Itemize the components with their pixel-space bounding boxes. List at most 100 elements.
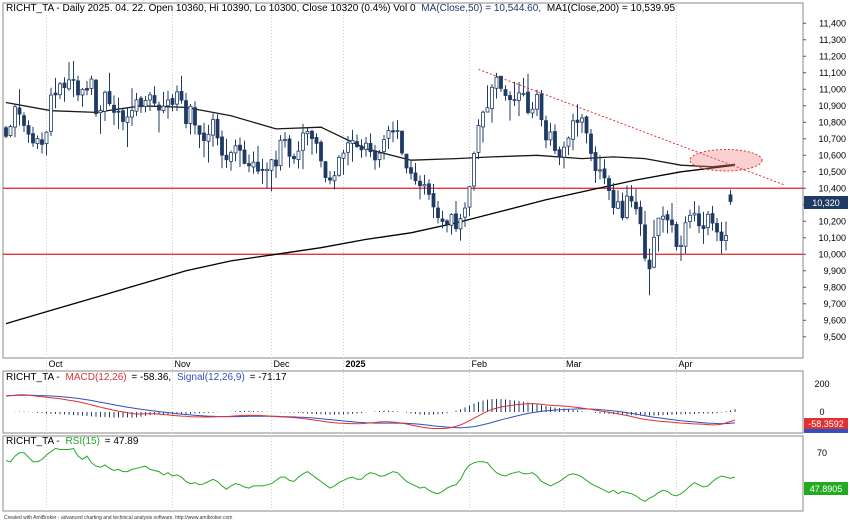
candle-body bbox=[688, 214, 692, 223]
symbol-info: RICHT_TA - Daily 2025. 04. 22. Open 1036… bbox=[6, 3, 416, 14]
candle-body bbox=[503, 89, 508, 96]
y-tick-label: 11,300 bbox=[819, 35, 846, 45]
y-tick-label: 9,500 bbox=[823, 332, 846, 342]
candle-body bbox=[391, 130, 395, 133]
candle-body bbox=[121, 110, 125, 122]
candle-body bbox=[17, 107, 22, 115]
macd-header: RICHT_TA - MACD(12,26) = -58.36, Signal(… bbox=[6, 372, 287, 383]
candle-body bbox=[373, 150, 377, 161]
candle-body bbox=[643, 224, 647, 259]
candle-body bbox=[184, 100, 188, 124]
candle-body bbox=[26, 125, 31, 135]
candle-body bbox=[467, 186, 472, 208]
candle-body bbox=[4, 127, 8, 137]
candle-body bbox=[485, 107, 490, 113]
candle-body bbox=[8, 126, 13, 136]
candle-body bbox=[107, 91, 112, 105]
x-tick-label: Feb bbox=[472, 359, 488, 369]
candle-body bbox=[283, 139, 287, 141]
candle-body bbox=[13, 106, 17, 128]
y-tick-label: 10,400 bbox=[818, 183, 846, 193]
ma50-label: MA(Close,50) = 10,544.60, bbox=[421, 3, 541, 14]
candle-body bbox=[674, 224, 679, 247]
candle-body bbox=[71, 78, 76, 81]
rsi-badge-text: 47.8905 bbox=[810, 484, 843, 494]
rsi-value: = 47.89 bbox=[105, 436, 139, 447]
candle-body bbox=[683, 222, 688, 247]
candle-body bbox=[566, 137, 571, 147]
candle-body bbox=[436, 207, 440, 219]
candle-body bbox=[85, 88, 89, 91]
rsi-badge bbox=[804, 482, 848, 495]
y-tick-label: 10,900 bbox=[818, 101, 846, 111]
macd-y-tick-label: 0 bbox=[819, 407, 824, 417]
candle-body bbox=[571, 120, 575, 140]
candle-body bbox=[53, 92, 58, 96]
candle-body bbox=[98, 110, 103, 114]
candle-body bbox=[296, 150, 301, 160]
candle-body bbox=[580, 117, 584, 123]
candle-body bbox=[287, 138, 292, 157]
macd-panel[interactable] bbox=[2, 370, 804, 434]
candle-body bbox=[215, 118, 220, 139]
rsi-panel[interactable] bbox=[2, 435, 804, 512]
candle-body bbox=[148, 94, 152, 101]
candle-body bbox=[602, 168, 607, 179]
candle-body bbox=[553, 131, 557, 151]
candle-body bbox=[490, 86, 494, 109]
candle-body bbox=[112, 104, 116, 113]
candle-body bbox=[629, 195, 634, 202]
candle-body bbox=[328, 177, 332, 181]
candle-body bbox=[535, 94, 539, 110]
candle-body bbox=[517, 92, 521, 101]
y-tick-label: 10,000 bbox=[818, 249, 846, 259]
candle-body bbox=[710, 213, 715, 224]
candle-body bbox=[454, 213, 458, 230]
candle-body bbox=[278, 139, 283, 167]
axis-labels: Oct Nov Dec 2025 Feb Mar Apr 11,400 11,300 11,200… bbox=[49, 18, 847, 458]
candle-body bbox=[476, 125, 481, 153]
candle-body bbox=[229, 152, 233, 162]
candle-body bbox=[301, 132, 305, 151]
candle-body bbox=[418, 180, 422, 187]
candle-body bbox=[256, 161, 260, 172]
candle-body bbox=[706, 213, 710, 228]
candle-body bbox=[512, 99, 517, 101]
candle-body bbox=[368, 142, 373, 153]
candle-body bbox=[625, 195, 629, 218]
ma200-label: MA1(Close,200) = 10,539.95 bbox=[547, 3, 676, 14]
candle-body bbox=[679, 244, 683, 247]
candle-body bbox=[472, 153, 476, 187]
macd-prefix: RICHT_TA - bbox=[6, 372, 60, 383]
y-tick-label: 9,900 bbox=[823, 266, 846, 276]
candle-body bbox=[377, 152, 382, 160]
price-badge bbox=[804, 196, 848, 209]
candle-body bbox=[179, 91, 184, 101]
signal-badge bbox=[804, 429, 848, 433]
candle-body bbox=[364, 142, 368, 150]
candle-body bbox=[314, 137, 319, 144]
y-tick-label: 10,500 bbox=[818, 167, 846, 177]
price-badge-text: 10,320 bbox=[812, 198, 840, 208]
price-panel[interactable] bbox=[2, 2, 804, 359]
y-tick-label: 10,700 bbox=[818, 134, 846, 144]
rsi-prefix: RICHT_TA - bbox=[6, 436, 60, 447]
candle-body bbox=[661, 215, 665, 220]
candle-body bbox=[143, 100, 148, 107]
macd-badge-text: -58.3592 bbox=[808, 419, 844, 429]
candle-body bbox=[499, 75, 503, 89]
y-tick-label: 11,100 bbox=[819, 68, 846, 78]
candle-body bbox=[508, 95, 512, 101]
candle-body bbox=[530, 108, 535, 114]
candle-body bbox=[269, 159, 274, 171]
candle-body bbox=[265, 168, 269, 172]
candle-body bbox=[701, 225, 706, 229]
candle-body bbox=[422, 184, 427, 187]
candle-body bbox=[35, 138, 40, 144]
candle-body bbox=[139, 97, 143, 108]
candle-body bbox=[134, 99, 139, 112]
ma200-line bbox=[5, 164, 736, 325]
candle-body bbox=[539, 93, 544, 121]
candle-body bbox=[544, 120, 548, 141]
